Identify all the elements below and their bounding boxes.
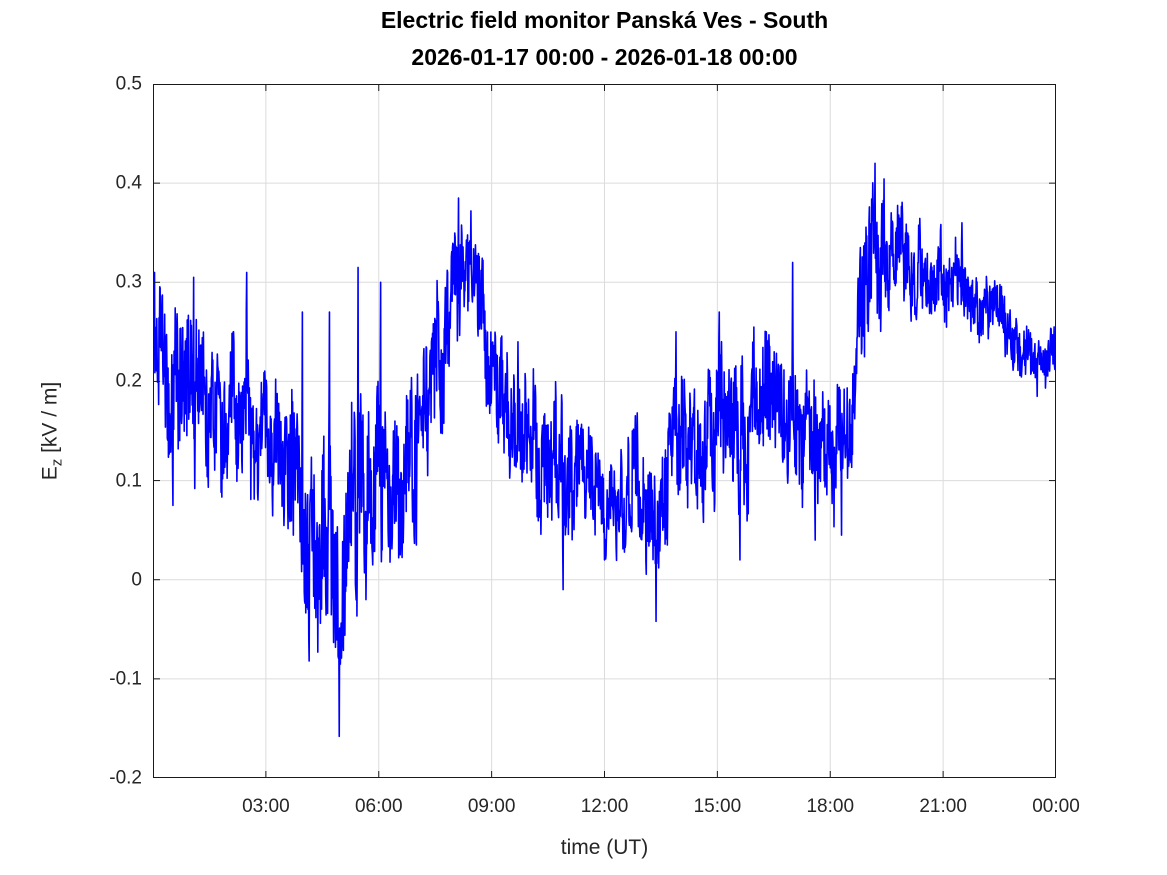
y-axis-label: Ez [kV / m]	[38, 382, 65, 481]
x-tick-label: 15:00	[693, 796, 742, 817]
y-tick-label: -0.2	[109, 767, 142, 789]
x-tick-label: 21:00	[919, 796, 967, 817]
y-axis-label-subscript: z	[48, 458, 66, 467]
y-tick-label: 0.1	[115, 470, 142, 492]
y-tick-label: 0.3	[115, 271, 142, 293]
y-tick-label: 0.2	[115, 370, 142, 392]
y-axis-label-units: [kV / m]	[38, 381, 62, 459]
y-tick-label: 0	[131, 569, 142, 591]
plot-area	[153, 84, 1056, 778]
x-tick-label: 06:00	[354, 796, 403, 817]
chart-title: Electric field monitor Panská Ves - Sout…	[380, 7, 829, 33]
x-tick-label: 00:00	[1032, 796, 1080, 817]
y-tick-label: 0.5	[115, 73, 142, 95]
x-tick-label: 18:00	[806, 796, 855, 817]
data-line-ez	[153, 162, 1056, 738]
x-tick-label: 03:00	[242, 796, 290, 817]
x-tick-label: 12:00	[580, 796, 629, 817]
y-tick-label: 0.4	[115, 172, 142, 194]
x-tick-label: 09:00	[467, 796, 516, 817]
x-axis-label: time (UT)	[560, 836, 649, 859]
chart-subtitle: 2026-01-17 00:00 - 2026-01-18 00:00	[411, 44, 798, 70]
y-tick-label: -0.1	[109, 668, 142, 690]
